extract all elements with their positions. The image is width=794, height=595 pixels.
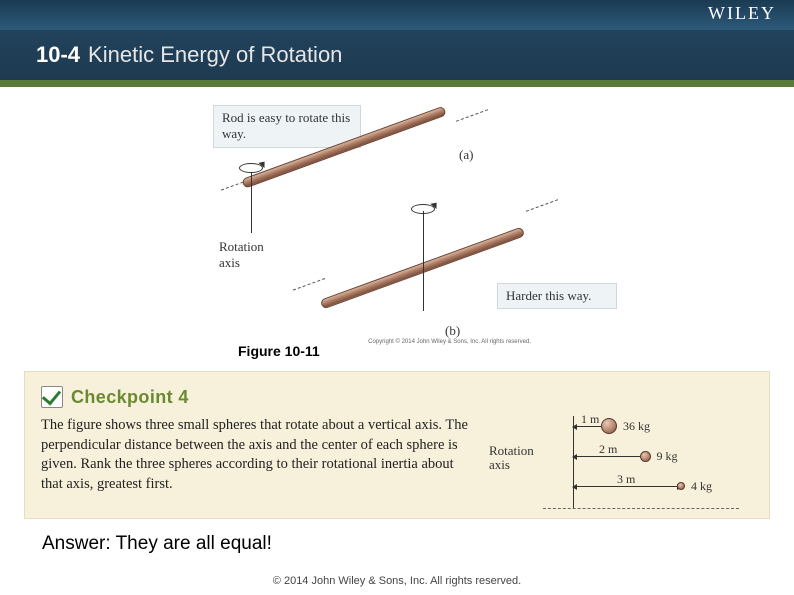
mass-label: 4 kg (691, 479, 712, 494)
distance-label: 1 m (581, 412, 599, 427)
axis-label-a: Rotation axis (219, 239, 264, 271)
label-text: Rotation (489, 443, 534, 458)
figure-10-11: Rod is easy to rotate this way. Harder t… (167, 105, 627, 345)
section-title: Kinetic Energy of Rotation (88, 42, 342, 68)
sphere (677, 482, 685, 490)
axis-label-text: Rotation (219, 239, 264, 254)
checkpoint-box: Checkpoint 4 The figure shows three smal… (24, 371, 770, 519)
top-accent-bar: WILEY (0, 0, 794, 30)
slide-content: Rod is easy to rotate this way. Harder t… (0, 105, 794, 555)
section-number: 10-4 (36, 42, 80, 68)
axis-label-text: axis (219, 255, 264, 271)
sphere (601, 418, 617, 434)
answer-line: Answer: They are all equal! (42, 533, 794, 555)
dash-line (456, 109, 488, 122)
checkpoint-title: Checkpoint 4 (71, 387, 189, 408)
sublabel-b: (b) (445, 323, 460, 339)
baseline-dash (543, 508, 739, 509)
figure-note-b: Harder this way. (497, 283, 617, 309)
label-text: axis (489, 457, 510, 472)
checkpoint-body: The figure shows three small spheres tha… (41, 416, 753, 516)
checkmark-icon (41, 386, 63, 408)
answer-label: Answer: (42, 533, 111, 554)
sphere (640, 451, 651, 462)
slide-footer: © 2014 John Wiley & Sons, Inc. All right… (0, 575, 794, 587)
rotation-axis-b (423, 211, 424, 311)
green-divider (0, 80, 794, 87)
mass-label: 9 kg (657, 449, 678, 464)
checkpoint-diagram: Rotation axis 1 m36 kg2 m9 kg3 m4 kg (489, 416, 739, 516)
dash-line (526, 199, 558, 212)
answer-text: They are all equal! (116, 533, 272, 554)
figure-copyright: Copyright © 2014 John Wiley & Sons, Inc.… (368, 339, 531, 345)
checkpoint-text: The figure shows three small spheres tha… (41, 416, 471, 516)
wiley-logo: WILEY (708, 3, 776, 24)
dash-line (293, 278, 325, 291)
figure-note-a: Rod is easy to rotate this way. (213, 105, 361, 148)
sublabel-a: (a) (459, 147, 473, 163)
distance-label: 3 m (617, 472, 635, 487)
checkpoint-header: Checkpoint 4 (41, 386, 753, 408)
rotation-axis-a (251, 173, 252, 233)
mass-label: 36 kg (623, 419, 650, 434)
rotation-axis-label: Rotation axis (489, 444, 534, 473)
distance-label: 2 m (599, 442, 617, 457)
slide-title-bar: 10-4 Kinetic Energy of Rotation (0, 30, 794, 80)
